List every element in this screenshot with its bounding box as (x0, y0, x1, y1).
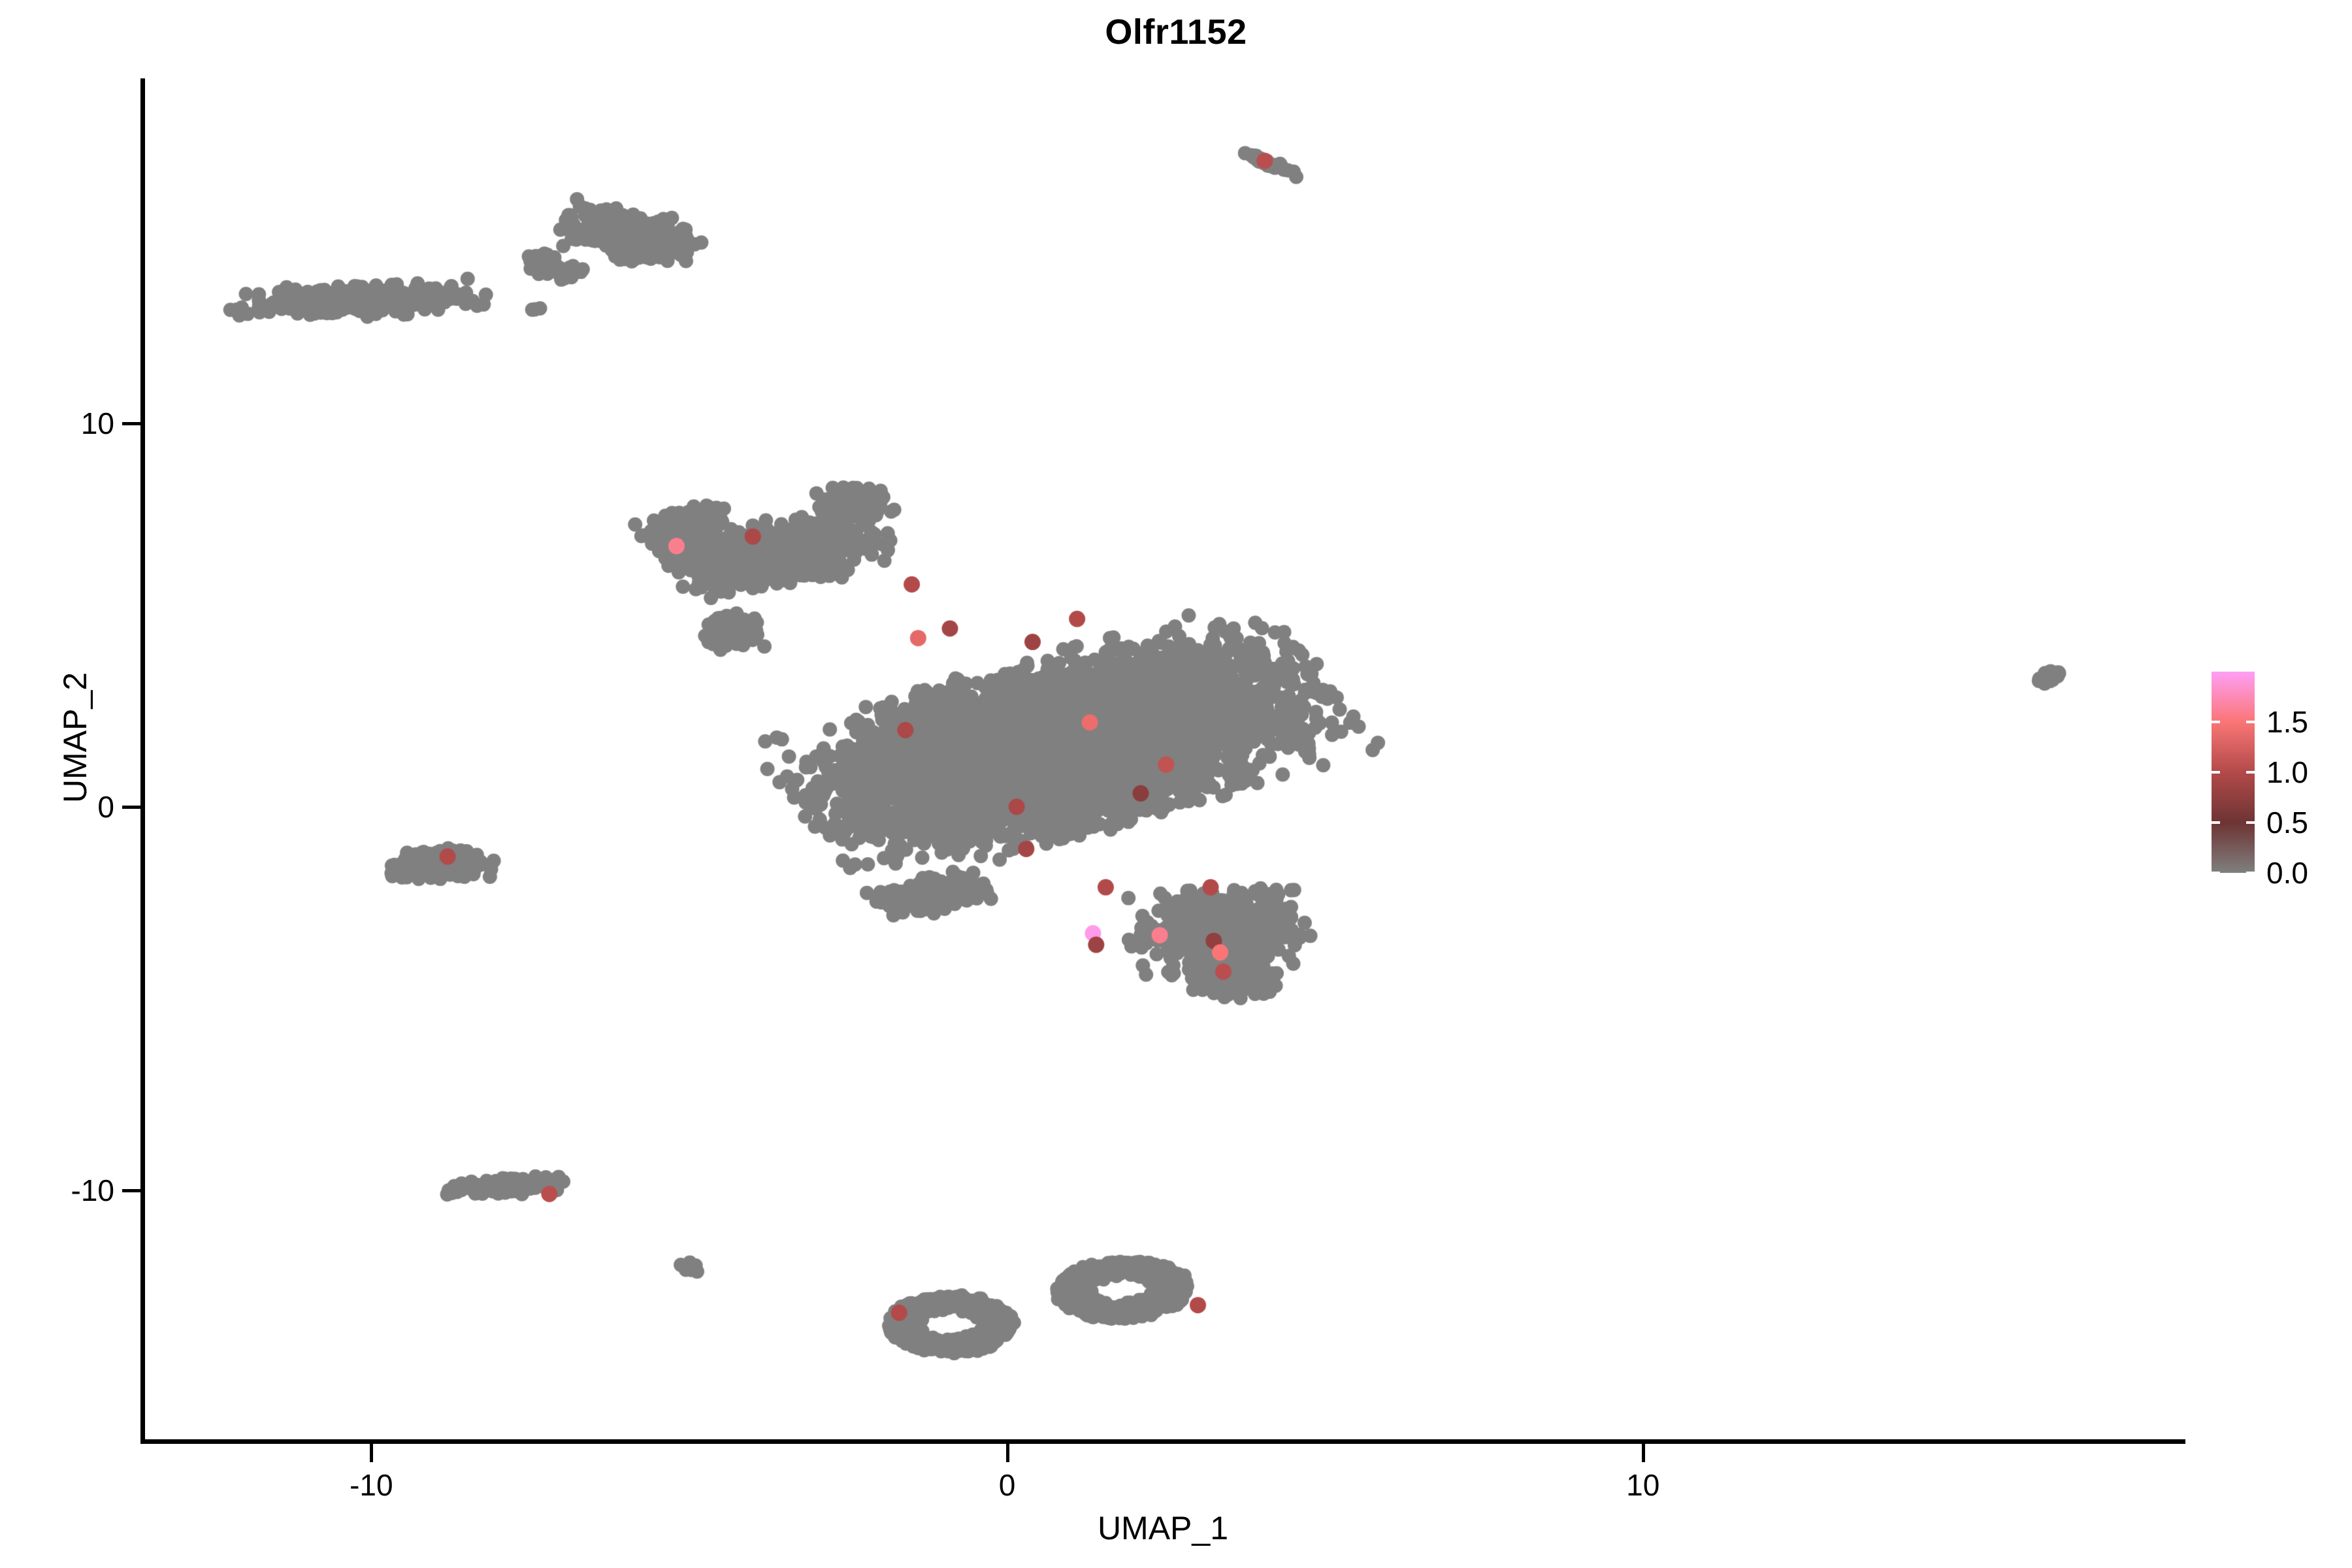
x-tick-label: -10 (350, 1468, 393, 1502)
y-tick-mark (122, 422, 140, 426)
x-axis-title: UMAP_1 (1097, 1510, 1229, 1546)
y-tick-label: -10 (71, 1173, 114, 1207)
legend-tick-mark (2212, 721, 2220, 723)
legend-tick-mark (2246, 771, 2255, 774)
x-tick-mark (1641, 1444, 1645, 1462)
y-axis-line (140, 78, 145, 1444)
legend-tick-label: 0.0 (2266, 856, 2308, 890)
legend-tick-mark (2212, 821, 2220, 824)
legend-tick-mark (2212, 872, 2220, 874)
legend-tick-mark (2246, 721, 2255, 723)
y-tick-label: 10 (80, 406, 114, 441)
y-tick-mark (122, 1188, 140, 1192)
y-tick-label: 0 (97, 789, 114, 824)
x-tick-label: 0 (998, 1468, 1016, 1502)
legend-tick-mark (2246, 821, 2255, 824)
x-axis-line (140, 1439, 2185, 1444)
x-tick-mark (1005, 1444, 1009, 1462)
legend-tick-mark (2246, 872, 2255, 874)
legend-tick-label: 0.5 (2266, 806, 2308, 840)
y-tick-mark (122, 805, 140, 809)
y-axis-title: UMAP_2 (57, 672, 93, 804)
x-tick-label: 10 (1626, 1468, 1660, 1502)
legend-tick-label: 1.0 (2266, 755, 2308, 789)
x-tick-mark (370, 1444, 374, 1462)
legend-tick-label: 1.5 (2266, 705, 2308, 739)
legend-tick-mark (2212, 771, 2220, 774)
